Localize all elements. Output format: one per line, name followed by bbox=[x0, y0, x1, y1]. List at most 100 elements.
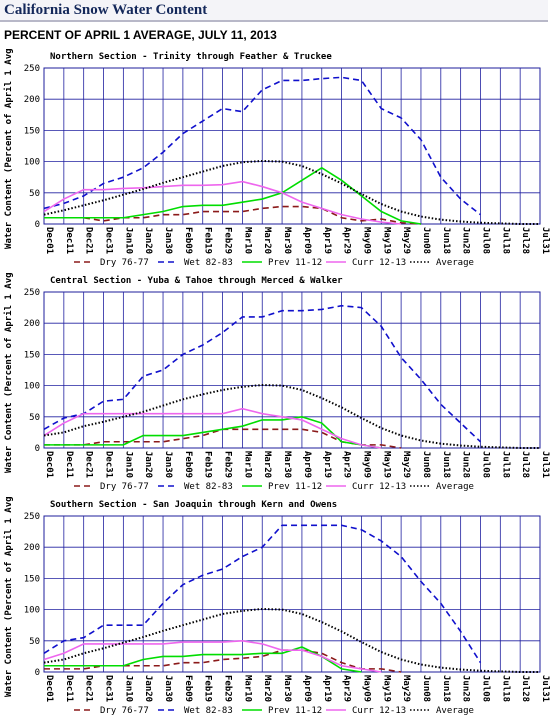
x-tick-label: Dec31 bbox=[104, 675, 114, 702]
chart-title: Northern Section - Trinity through Feath… bbox=[50, 51, 332, 62]
y-tick-label: 50 bbox=[29, 413, 40, 423]
x-tick-label: Jun18 bbox=[441, 451, 451, 478]
series-line bbox=[43, 639, 382, 673]
y-tick-label: 0 bbox=[35, 668, 40, 678]
x-tick-label: Mar20 bbox=[262, 451, 272, 478]
x-tick-label: Feb19 bbox=[203, 675, 213, 702]
x-tick-label: Apr19 bbox=[322, 451, 332, 478]
x-tick-label: Jan10 bbox=[123, 451, 133, 478]
legend-label: Dry 76-77 bbox=[100, 706, 149, 716]
y-tick-label: 100 bbox=[24, 158, 40, 168]
x-tick-label: May19 bbox=[381, 675, 391, 702]
y-tick-label: 200 bbox=[24, 95, 40, 105]
x-tick-label: Jan10 bbox=[123, 227, 133, 254]
legend-label: Dry 76-77 bbox=[100, 258, 149, 268]
y-tick-label: 150 bbox=[24, 350, 40, 360]
x-tick-label: Jan20 bbox=[143, 451, 153, 478]
plot-area bbox=[43, 515, 541, 673]
legend-label: Average bbox=[436, 258, 474, 268]
x-tick-label: Jul18 bbox=[500, 227, 510, 254]
x-tick-label: Dec21 bbox=[84, 675, 94, 702]
x-tick-label: Apr19 bbox=[322, 227, 332, 254]
legend-label: Curr 12-13 bbox=[352, 482, 406, 492]
x-tick-label: Mar10 bbox=[242, 451, 252, 478]
x-tick-label: Feb29 bbox=[223, 451, 233, 478]
y-tick-label: 250 bbox=[24, 288, 40, 298]
x-tick-label: Dec11 bbox=[64, 227, 74, 254]
x-tick-label: Jan30 bbox=[163, 675, 173, 702]
plot-area bbox=[43, 67, 541, 225]
y-tick-label: 150 bbox=[24, 126, 40, 136]
x-tick-label: Feb09 bbox=[183, 675, 193, 702]
page-title: California Snow Water Content bbox=[4, 2, 208, 18]
series-line bbox=[43, 383, 540, 449]
legend-label: Average bbox=[436, 482, 474, 492]
y-axis-label: Water Content (Percent of April 1 Avg) bbox=[3, 48, 14, 249]
x-tick-label: Jan20 bbox=[143, 227, 153, 254]
x-tick-label: Jun08 bbox=[421, 227, 431, 254]
x-tick-label: May29 bbox=[401, 675, 411, 702]
x-tick-label: Jun08 bbox=[421, 675, 431, 702]
x-tick-label: Feb29 bbox=[223, 227, 233, 254]
y-axis-label: Water Content (Percent of April 1 Avg) bbox=[3, 496, 14, 697]
y-tick-label: 0 bbox=[35, 444, 40, 454]
y-tick-label: 250 bbox=[24, 64, 40, 74]
chart: Southern Section - San Joaquin through K… bbox=[3, 496, 550, 716]
x-tick-label: Jul08 bbox=[480, 675, 490, 702]
x-tick-label: Jan30 bbox=[163, 227, 173, 254]
x-tick-label: Jul28 bbox=[520, 675, 530, 702]
x-tick-label: Mar30 bbox=[282, 227, 292, 254]
y-tick-label: 250 bbox=[24, 512, 40, 522]
x-tick-label: Jun18 bbox=[441, 227, 451, 254]
x-tick-label: Apr29 bbox=[342, 675, 352, 702]
x-tick-label: Jun28 bbox=[461, 451, 471, 478]
x-tick-label: Jun08 bbox=[421, 451, 431, 478]
y-tick-label: 0 bbox=[35, 220, 40, 230]
x-tick-label: Jul31 bbox=[540, 451, 550, 478]
legend-label: Wet 82-83 bbox=[184, 258, 233, 268]
chart: Northern Section - Trinity through Feath… bbox=[3, 48, 550, 268]
y-tick-label: 100 bbox=[24, 382, 40, 392]
x-tick-label: Jul31 bbox=[540, 227, 550, 254]
series-line bbox=[44, 205, 422, 225]
x-tick-label: Jan10 bbox=[123, 675, 133, 702]
legend-label: Wet 82-83 bbox=[184, 482, 233, 492]
x-tick-label: Apr09 bbox=[302, 675, 312, 702]
legend-label: Prev 11-12 bbox=[268, 706, 322, 716]
x-tick-label: Mar10 bbox=[242, 227, 252, 254]
series-line bbox=[43, 180, 402, 225]
x-tick-label: May09 bbox=[361, 451, 371, 478]
x-tick-label: Jun18 bbox=[441, 675, 451, 702]
x-tick-label: Apr09 bbox=[302, 227, 312, 254]
header: California Snow Water Content bbox=[0, 0, 548, 22]
x-tick-label: May29 bbox=[401, 227, 411, 254]
y-tick-label: 200 bbox=[24, 319, 40, 329]
plot-area bbox=[43, 291, 541, 449]
x-tick-label: Jul08 bbox=[480, 451, 490, 478]
x-tick-label: Apr19 bbox=[322, 675, 332, 702]
x-tick-label: Jun28 bbox=[461, 675, 471, 702]
x-tick-label: Jan20 bbox=[143, 675, 153, 702]
x-tick-label: Dec21 bbox=[84, 227, 94, 254]
x-tick-label: Jul28 bbox=[520, 227, 530, 254]
x-tick-label: May09 bbox=[361, 675, 371, 702]
series-line bbox=[43, 407, 382, 449]
x-tick-label: May19 bbox=[381, 227, 391, 254]
x-tick-label: Feb19 bbox=[203, 227, 213, 254]
chart-title: Central Section - Yuba & Tahoe through M… bbox=[50, 275, 343, 286]
x-tick-label: May09 bbox=[361, 227, 371, 254]
series-line bbox=[43, 159, 540, 225]
x-tick-label: Feb19 bbox=[203, 451, 213, 478]
legend-label: Dry 76-77 bbox=[100, 482, 149, 492]
y-tick-label: 50 bbox=[29, 637, 40, 647]
x-tick-label: Jul08 bbox=[480, 227, 490, 254]
subtitle: PERCENT OF APRIL 1 AVERAGE, JULY 11, 201… bbox=[4, 28, 277, 42]
x-tick-label: Apr09 bbox=[302, 451, 312, 478]
x-tick-label: Dec11 bbox=[64, 675, 74, 702]
legend-label: Wet 82-83 bbox=[184, 706, 233, 716]
x-tick-label: Jul18 bbox=[500, 451, 510, 478]
x-tick-label: Jul28 bbox=[520, 451, 530, 478]
x-tick-label: Mar20 bbox=[262, 227, 272, 254]
x-tick-label: Dec01 bbox=[44, 451, 54, 478]
